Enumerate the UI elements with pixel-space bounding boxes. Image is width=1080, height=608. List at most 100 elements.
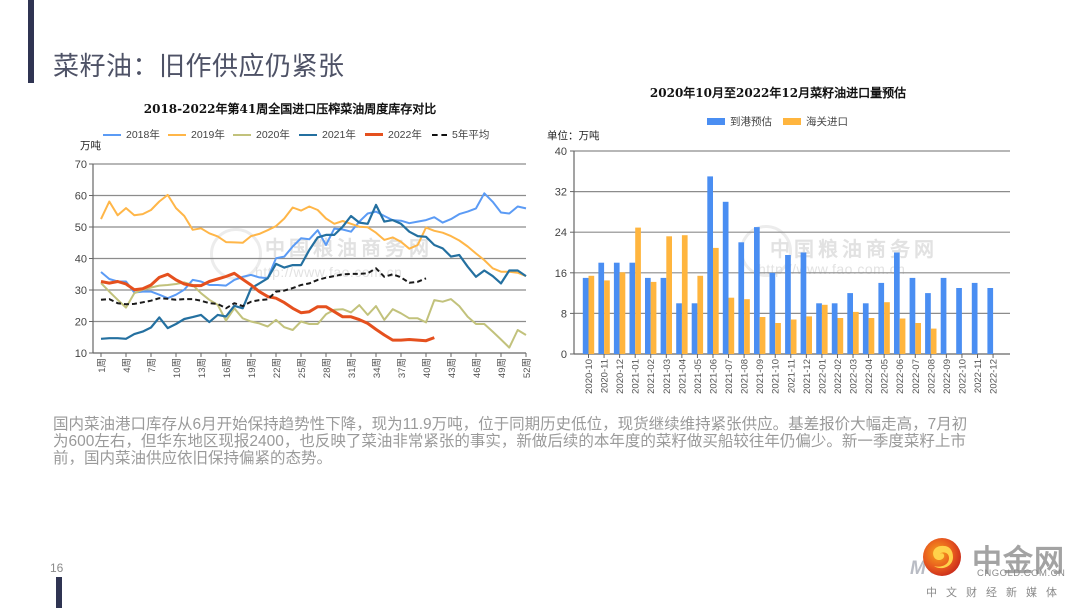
legend-item-2020: 2020年 <box>233 127 290 142</box>
legend-label: 到港预估 <box>730 116 772 128</box>
bar-chart-plot: 0 8 16 24 32 40 2020-10 2020-11 2020-12 2021-01 20… <box>555 146 1010 394</box>
series-line-2021 <box>100 203 527 340</box>
bar-customs-import <box>884 302 890 354</box>
import-bar-chart: 中国粮油商务网 http://www.fao.com.cn 2020年10月至2… <box>540 75 1020 405</box>
y-tick-label: 10 <box>75 348 87 360</box>
bar-arrival-estimate <box>645 277 651 354</box>
bar-arrival-estimate <box>800 252 807 354</box>
legend-swatch-5yr-avg <box>432 133 447 136</box>
bar-arrival-estimate <box>598 262 605 354</box>
y-tick-label: 40 <box>555 146 567 158</box>
x-tick-label: 2020-12 <box>615 359 626 394</box>
x-tick-label: 16周 <box>222 358 233 378</box>
bar-arrival-estimate <box>816 303 822 355</box>
commentary-line: 为600左右，但华东地区现报2400，也反映了菜油非常紧张的事实，新做后续的本年… <box>53 432 966 450</box>
bar-customs-import <box>915 323 921 354</box>
bar-arrival-estimate <box>769 272 776 354</box>
y-tick-label: 32 <box>555 187 567 199</box>
bar-arrival-estimate <box>691 303 698 355</box>
bar-arrival-estimate <box>831 303 838 355</box>
legend-item-2021: 2021年 <box>299 127 356 142</box>
bar-customs-import <box>821 304 828 354</box>
x-tick-label: 43周 <box>447 358 458 378</box>
series-line-2022 <box>100 271 435 343</box>
bar-arrival-estimate <box>582 277 589 354</box>
x-tick-label: 2022-05 <box>880 359 891 394</box>
x-tick-label: 7周 <box>147 358 158 373</box>
x-tick-label: 2021-12 <box>802 359 813 394</box>
x-tick-label: 2021-09 <box>755 359 766 394</box>
x-tick-label: 2021-01 <box>631 359 642 394</box>
x-tick-label: 2021-03 <box>662 359 673 394</box>
x-tick-label: 40周 <box>422 358 433 378</box>
slide-title: 菜籽油：旧作供应仍紧张 <box>53 51 345 81</box>
line-chart-plot: 10 20 30 40 50 60 70 1周 4周 7周 10周 13周 16周 19周 22周 25周 28… <box>75 159 533 378</box>
x-tick-label: 25周 <box>297 358 308 378</box>
bar-customs-import <box>666 236 672 354</box>
legend-swatch-2022 <box>365 133 383 136</box>
legend-item-2019: 2019年 <box>168 127 225 142</box>
series-line-2018 <box>100 192 527 300</box>
x-tick-label: 37周 <box>397 358 408 378</box>
bar-arrival-estimate <box>707 176 713 354</box>
legend-swatch-2021 <box>299 133 317 136</box>
bar-customs-import <box>604 280 610 354</box>
bar-customs-import <box>837 318 844 354</box>
x-tick-label: 2021-02 <box>646 359 657 394</box>
bar-arrival-estimate <box>987 288 994 354</box>
bar-customs-import <box>806 316 812 354</box>
bar-customs-import <box>697 275 704 354</box>
bar-customs-import <box>728 297 735 354</box>
inventory-line-chart: 中国粮油商务网 http://www.fao.com.cn 2018-2022年… <box>60 95 540 395</box>
x-tick-label: 2022-03 <box>849 359 860 394</box>
bar-arrival-estimate <box>676 303 682 355</box>
x-tick-label: 46周 <box>472 358 483 378</box>
x-tick-label: 2022-11 <box>973 359 984 393</box>
bar-arrival-estimate <box>956 288 962 354</box>
x-tick-label: 2022-02 <box>833 359 844 394</box>
legend-swatch-customs-import <box>783 118 801 125</box>
y-tick-label: 70 <box>75 159 87 171</box>
y-tick-label: 50 <box>75 222 87 234</box>
bar-arrival-estimate <box>754 227 760 354</box>
y-tick-label: 8 <box>561 308 567 320</box>
cngold-logo: M e 中金网 CNGOLD.COM.CN 中文财经新媒体 <box>905 530 1080 608</box>
x-tick-label: 1周 <box>97 358 108 373</box>
x-tick-label: 2022-07 <box>911 359 922 394</box>
legend-label: 2018年 <box>126 129 160 141</box>
series-line-2020 <box>100 281 527 349</box>
legend-swatch-arrival-estimate <box>707 118 725 125</box>
y-tick-label: 24 <box>555 227 567 239</box>
bar-arrival-estimate <box>722 201 729 355</box>
y-axis-unit-label: 万吨 <box>80 140 101 152</box>
x-tick-label: 13周 <box>197 358 208 378</box>
x-tick-label: 2022-08 <box>926 359 937 394</box>
line-chart-title: 2018-2022年第41周全国进口压榨菜油周度库存对比 <box>143 102 437 116</box>
bar-customs-import <box>650 281 657 354</box>
x-tick-label: 2021-07 <box>724 359 735 394</box>
x-tick-label: 22周 <box>272 358 283 378</box>
x-tick-label: 2021-05 <box>693 359 704 394</box>
bar-customs-import <box>744 299 750 354</box>
bar-arrival-estimate <box>660 277 667 354</box>
bar-customs-import <box>868 318 875 354</box>
bar-customs-import <box>930 328 937 354</box>
logo-name: 中金网 <box>972 545 1065 578</box>
y-axis-unit-label: 单位：万吨 <box>547 130 600 142</box>
bar-arrival-estimate <box>909 277 916 354</box>
bar-customs-import <box>899 318 906 354</box>
bar-arrival-estimate <box>629 262 636 354</box>
x-tick-label: 2022-10 <box>957 359 968 394</box>
title-accent-bar <box>28 0 34 83</box>
bar-customs-import <box>790 319 797 354</box>
x-tick-label: 2021-08 <box>740 359 751 394</box>
legend-label: 2020年 <box>256 129 290 141</box>
footer-accent-bar <box>56 577 62 608</box>
commentary-line: 前，国内菜油供应依旧保持偏紧的态势。 <box>53 449 333 467</box>
bar-customs-import <box>759 317 766 354</box>
bar-customs-import <box>635 227 641 354</box>
bar-arrival-estimate <box>940 277 947 354</box>
bar-customs-import <box>619 272 626 354</box>
y-tick-label: 0 <box>561 349 567 361</box>
